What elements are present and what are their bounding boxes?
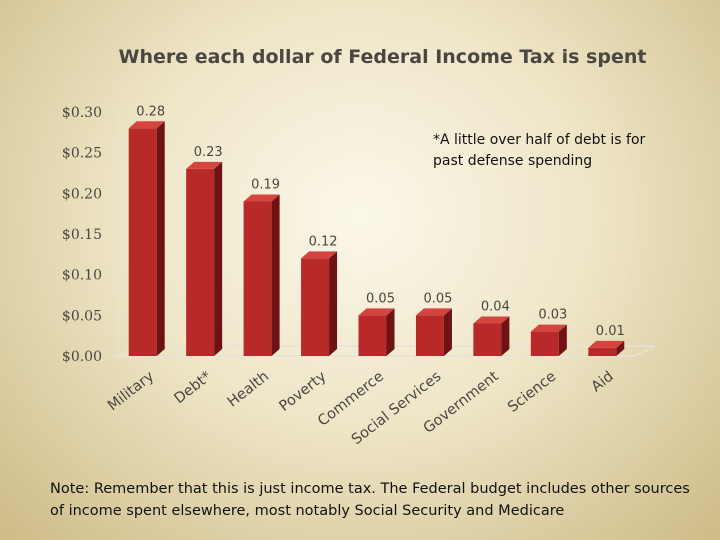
chart-title: Where each dollar of Federal Income Tax …	[118, 46, 647, 68]
footnote: Note: Remember that this is just income …	[50, 481, 690, 519]
bar-group	[358, 308, 395, 356]
bar-top	[588, 340, 625, 348]
data-label: 0.28	[136, 104, 165, 119]
chart-floor	[118, 345, 656, 357]
data-label: 0.05	[366, 291, 395, 306]
y-tick-label: $0.05	[62, 308, 102, 324]
data-label: 0.01	[596, 324, 625, 339]
y-tick-label: $0.25	[62, 146, 102, 162]
bar	[588, 347, 617, 356]
bar-side	[271, 194, 280, 356]
bar	[530, 331, 559, 356]
bar-group	[530, 324, 567, 356]
debt-annotation: *A little over half of debt is for past …	[433, 132, 646, 169]
category-label: Military	[105, 368, 158, 414]
bar-top	[301, 251, 338, 259]
bar-side	[616, 340, 625, 356]
bar-side	[501, 316, 510, 356]
data-label: 0.23	[194, 145, 223, 160]
bar-side	[214, 161, 223, 356]
bar-group	[301, 251, 338, 356]
category-label: Poverty	[276, 368, 329, 415]
y-tick-label: $0.10	[62, 268, 102, 284]
bar-side	[558, 324, 567, 356]
bar	[415, 315, 444, 356]
data-label: 0.12	[309, 234, 338, 249]
y-tick-label: $0.30	[62, 105, 102, 121]
y-tick-label: $0.00	[62, 349, 102, 365]
y-tick-label: $0.15	[62, 227, 102, 243]
bar	[358, 315, 387, 356]
bar-group	[243, 194, 280, 356]
bar	[301, 258, 330, 356]
bar-side	[443, 308, 452, 356]
bar	[128, 128, 157, 356]
bar-group	[128, 121, 165, 357]
bar	[243, 201, 272, 356]
data-label: 0.03	[538, 308, 567, 323]
data-label: 0.04	[481, 299, 510, 314]
bar-group	[186, 161, 223, 356]
bar-side	[386, 308, 395, 356]
bar	[186, 168, 215, 356]
y-tick-label: $0.20	[62, 186, 102, 202]
bar-top	[473, 316, 510, 324]
bar-top	[186, 161, 223, 169]
bar-group	[588, 340, 625, 356]
bar-group	[415, 308, 452, 356]
bar-top	[415, 308, 452, 316]
bar-top	[128, 121, 165, 129]
bar-side	[329, 251, 338, 356]
bar-side	[156, 121, 165, 357]
category-label: Science	[505, 369, 559, 416]
bar-top	[358, 308, 395, 316]
category-label: Aid	[589, 369, 617, 396]
category-label: Health	[225, 369, 272, 411]
bar	[473, 323, 502, 356]
category-label: Debt*	[171, 369, 214, 408]
bar-group	[473, 316, 510, 356]
data-label: 0.19	[251, 177, 280, 192]
data-label: 0.05	[423, 291, 452, 306]
bar-top	[243, 194, 280, 202]
bar-top	[530, 324, 567, 332]
